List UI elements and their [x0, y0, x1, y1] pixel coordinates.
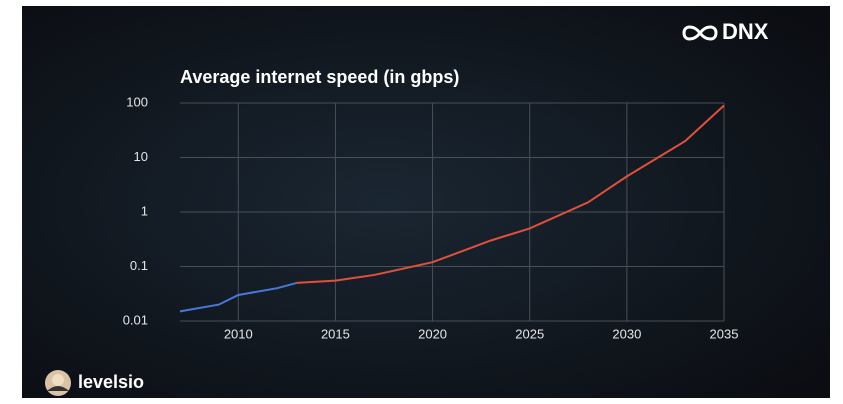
x-tick-label: 2015 [321, 326, 350, 341]
author: levelsio [78, 372, 144, 392]
y-tick-label: 10 [134, 149, 148, 164]
x-tick-label: 2025 [515, 326, 544, 341]
avatar [45, 370, 71, 396]
brand: DNX [722, 19, 769, 44]
logo [682, 25, 718, 41]
x-tick-label: 2035 [710, 326, 739, 341]
x-tick-label: 2020 [418, 326, 447, 341]
chart-title: Average internet speed (in gbps) [180, 67, 459, 87]
y-tick-label: 0.01 [123, 312, 148, 327]
x-tick-label: 2010 [224, 326, 253, 341]
line [296, 104, 725, 284]
line [179, 281, 297, 313]
x-tick-label: 2030 [612, 326, 641, 341]
y-tick-label: 1 [141, 203, 148, 218]
y-tick-label: 0.1 [130, 258, 148, 273]
y-tick-label: 100 [126, 94, 148, 109]
background [22, 6, 830, 398]
